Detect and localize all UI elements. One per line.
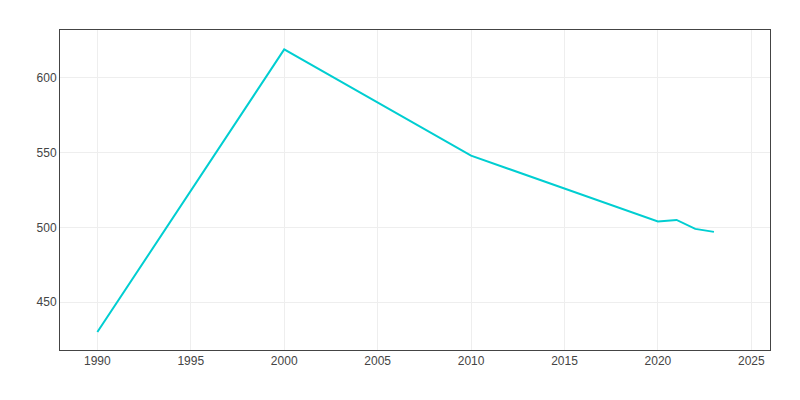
svg-text:550: 550 xyxy=(37,146,57,160)
svg-text:600: 600 xyxy=(37,71,57,85)
svg-text:1990: 1990 xyxy=(84,354,111,368)
svg-text:2000: 2000 xyxy=(271,354,298,368)
svg-text:2015: 2015 xyxy=(551,354,578,368)
svg-text:2025: 2025 xyxy=(738,354,765,368)
svg-text:2020: 2020 xyxy=(645,354,672,368)
svg-text:500: 500 xyxy=(37,221,57,235)
svg-text:450: 450 xyxy=(37,295,57,309)
svg-text:1995: 1995 xyxy=(177,354,204,368)
svg-text:2010: 2010 xyxy=(458,354,485,368)
svg-text:2005: 2005 xyxy=(364,354,391,368)
